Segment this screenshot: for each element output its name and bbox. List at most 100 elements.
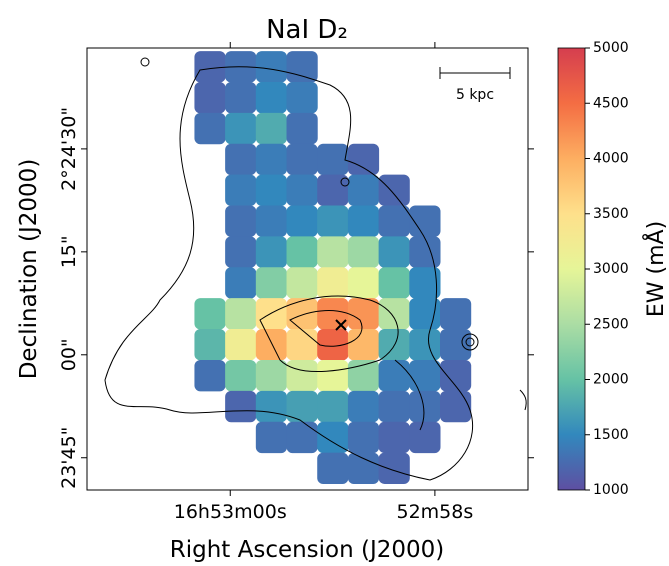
colorbar-label: EW (mÅ) <box>642 221 669 317</box>
map-cell <box>255 143 288 176</box>
colorbar-tick-label: 1000 <box>593 482 629 498</box>
map-cell <box>317 421 349 454</box>
colorbar-tick-label: 3500 <box>593 206 629 222</box>
map-cell <box>194 359 226 392</box>
map-cell <box>255 205 288 237</box>
map-cell <box>286 143 318 176</box>
map-cell <box>347 359 380 392</box>
y-tick-label: 2°24'30" <box>58 107 80 191</box>
map-cell <box>317 298 349 330</box>
map-cell <box>286 236 318 268</box>
map-cell <box>440 298 472 330</box>
colorbar-tick-label: 4500 <box>593 95 629 111</box>
center-marker <box>335 319 347 331</box>
x-axis-label: Right Ascension (J2000) <box>170 537 445 562</box>
map-cell <box>378 390 410 423</box>
map-cell <box>317 174 349 207</box>
map-cell <box>286 51 318 83</box>
map-cell <box>409 236 441 268</box>
map-cell <box>378 298 410 330</box>
map-cell <box>225 359 257 392</box>
map-cell <box>347 452 380 484</box>
map-cell <box>409 205 441 237</box>
colorbar <box>557 47 586 491</box>
map-cell <box>194 51 226 83</box>
map-cell <box>286 81 318 114</box>
map-cell <box>317 236 349 268</box>
map-cell <box>317 267 349 299</box>
map-cell <box>378 174 410 207</box>
y-tick-label: 00" <box>58 338 80 371</box>
map-cell <box>347 298 380 330</box>
map-cell <box>347 390 380 423</box>
map-cell <box>225 329 257 361</box>
map-cell <box>286 205 318 237</box>
map-cell <box>317 359 349 392</box>
colorbar-tick-label: 2000 <box>593 372 629 388</box>
map-cell <box>347 421 380 454</box>
map-cell <box>286 112 318 145</box>
map-cell <box>286 298 318 330</box>
map-cell <box>409 390 441 423</box>
map-cell <box>194 298 226 330</box>
map-cell <box>225 236 257 268</box>
map-cell <box>255 390 288 423</box>
chart-title: NaI D₂ <box>266 15 348 45</box>
x-tick-label: 16h53m00s <box>174 501 287 523</box>
map-cell <box>347 236 380 268</box>
map-cell <box>255 112 288 145</box>
colorbar-tick-label: 5000 <box>593 40 629 56</box>
map-cell <box>317 205 349 237</box>
colorbar-tick-label: 4000 <box>593 151 629 167</box>
map-cell <box>255 329 288 361</box>
contours <box>104 57 527 481</box>
map-cell <box>225 143 257 176</box>
map-cell <box>255 421 288 454</box>
map-cell <box>317 329 349 361</box>
map-cell <box>317 143 349 176</box>
map-cell <box>255 236 288 268</box>
map-cell <box>225 174 257 207</box>
map-cell <box>378 359 410 392</box>
map-cell <box>255 174 288 207</box>
map-cell <box>440 390 472 423</box>
map-cell <box>409 329 441 361</box>
map-cell <box>255 267 288 299</box>
map-cell <box>286 421 318 454</box>
map-cell <box>225 112 257 145</box>
map-cell <box>194 112 226 145</box>
map-cell <box>225 267 257 299</box>
map-cell <box>317 390 349 423</box>
map-cell <box>255 298 288 330</box>
map-cell <box>225 205 257 237</box>
map-cell <box>286 174 318 207</box>
map-cell <box>194 329 226 361</box>
scale-bar-label: 5 kpc <box>456 87 494 103</box>
plot-frame <box>86 47 529 491</box>
map-cell <box>255 359 288 392</box>
map-cell <box>347 329 380 361</box>
map-cell <box>378 267 410 299</box>
map-cell <box>409 267 441 299</box>
map-cell <box>347 143 380 176</box>
x-tick-label: 52m58s <box>397 501 474 523</box>
map-cell <box>255 51 288 83</box>
map-cell <box>255 81 288 114</box>
colorbar-tick-label: 3000 <box>593 261 629 277</box>
map-cell <box>378 205 410 237</box>
map-cell <box>378 421 410 454</box>
map-cell <box>286 390 318 423</box>
map-cell <box>347 267 380 299</box>
map-cell <box>286 329 318 361</box>
map <box>194 51 472 484</box>
map-cell <box>225 298 257 330</box>
y-tick-label: 23'45" <box>58 427 80 489</box>
map-cell <box>286 267 318 299</box>
y-tick-label: 15" <box>58 235 80 268</box>
map-cell <box>409 359 441 392</box>
map-cell <box>225 81 257 114</box>
scale-bar <box>439 67 511 79</box>
colorbar-tick-label: 2500 <box>593 316 629 332</box>
map-cell <box>286 359 318 392</box>
